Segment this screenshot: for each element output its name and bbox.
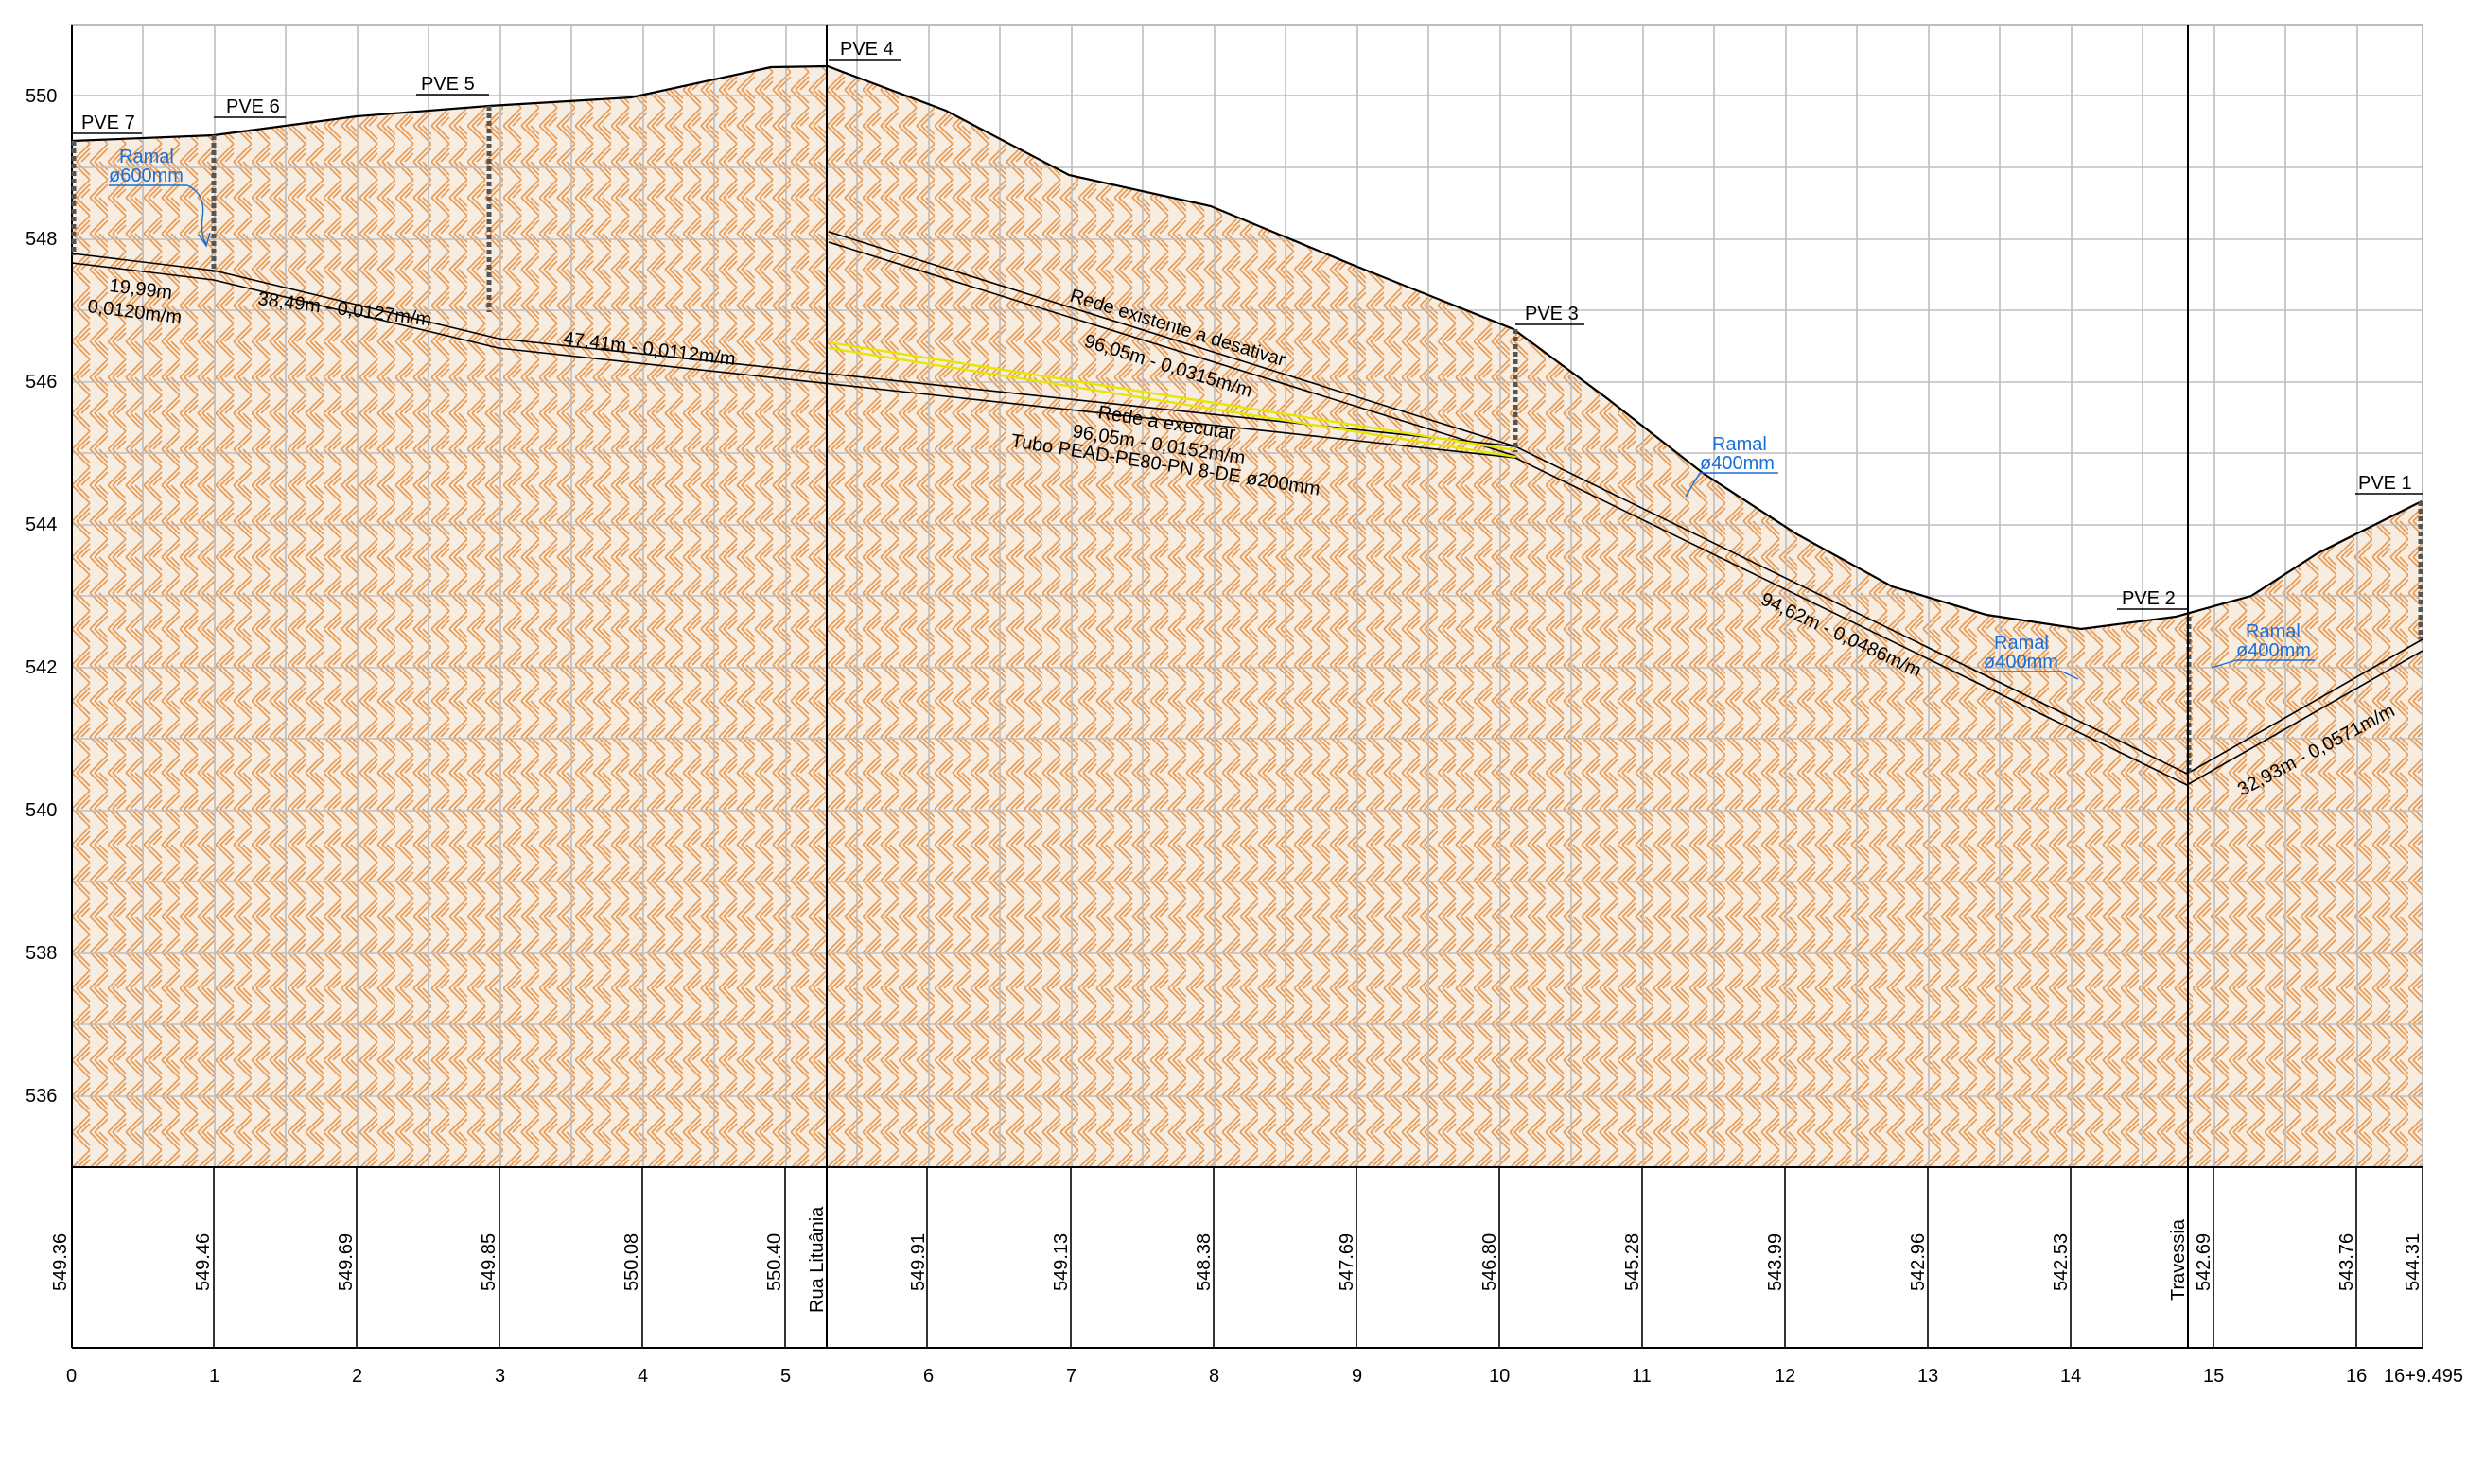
x-tick: 16 bbox=[2346, 1366, 2367, 1387]
y-axis-labels: 550 548 546 544 542 540 538 536 bbox=[26, 86, 57, 1107]
elevation-value: 549.13 bbox=[1051, 1233, 1072, 1291]
elevation-value: 542.69 bbox=[2194, 1233, 2214, 1291]
x-tick: 8 bbox=[1209, 1366, 1219, 1387]
branch4-title: Ramal bbox=[2246, 621, 2301, 642]
x-tick: 4 bbox=[638, 1366, 648, 1387]
x-tick: 12 bbox=[1775, 1366, 1795, 1387]
elevation-value: 549.69 bbox=[336, 1233, 357, 1291]
elevation-value: 549.36 bbox=[50, 1233, 71, 1291]
branch2-title: Ramal bbox=[1712, 434, 1767, 455]
branch1-diameter: ø600mm bbox=[109, 166, 184, 186]
elevation-value: 542.53 bbox=[2051, 1233, 2072, 1291]
branch3-diameter: ø400mm bbox=[1984, 652, 2058, 672]
x-tick: 2 bbox=[352, 1366, 362, 1387]
x-tick: 16+9.495 bbox=[2384, 1366, 2463, 1387]
y-tick: 550 bbox=[26, 86, 57, 107]
pve2-label: PVE 2 bbox=[2122, 588, 2176, 609]
elevation-value: 549.46 bbox=[193, 1233, 214, 1291]
elevation-value: 544.31 bbox=[2403, 1233, 2423, 1291]
x-tick: 5 bbox=[780, 1366, 791, 1387]
x-tick: 7 bbox=[1066, 1366, 1076, 1387]
elevation-value: 545.28 bbox=[1622, 1233, 1643, 1291]
elevation-value: 547.69 bbox=[1337, 1233, 1357, 1291]
elevation-value: 549.85 bbox=[479, 1233, 499, 1291]
y-tick: 544 bbox=[26, 515, 57, 535]
elevation-value: 548.38 bbox=[1194, 1233, 1215, 1291]
y-tick: 542 bbox=[26, 657, 57, 678]
x-tick: 15 bbox=[2203, 1366, 2224, 1387]
y-tick: 538 bbox=[26, 943, 57, 964]
x-tick: 1 bbox=[209, 1366, 219, 1387]
existing-pipe bbox=[828, 231, 1516, 457]
branch2-diameter: ø400mm bbox=[1700, 453, 1775, 474]
x-tick: 3 bbox=[495, 1366, 505, 1387]
elevation-value: 546.80 bbox=[1479, 1233, 1500, 1291]
pve5-label: PVE 5 bbox=[421, 74, 475, 95]
new-pipe bbox=[828, 340, 1516, 459]
elevation-value: 543.99 bbox=[1765, 1233, 1786, 1291]
branch-annotations: Ramal ø600mm Ramal ø400mm Ramal ø400mm R… bbox=[109, 147, 2315, 680]
x-tick: 10 bbox=[1489, 1366, 1510, 1387]
x-tick: 0 bbox=[66, 1366, 77, 1387]
rua-lituania-label: Rua Lituânia bbox=[807, 1206, 828, 1313]
elevation-value: 543.76 bbox=[2336, 1233, 2357, 1291]
elevation-value: 549.91 bbox=[908, 1233, 929, 1291]
elevation-value: 542.96 bbox=[1908, 1233, 1929, 1291]
branch4-diameter: ø400mm bbox=[2236, 640, 2311, 661]
pve3-label: PVE 3 bbox=[1525, 304, 1579, 324]
y-tick: 546 bbox=[26, 372, 57, 393]
y-tick: 536 bbox=[26, 1086, 57, 1107]
x-axis-labels: 0 1 2 3 4 5 6 7 8 9 10 11 12 13 14 15 16… bbox=[66, 1366, 2463, 1387]
x-tick: 6 bbox=[923, 1366, 934, 1387]
travessia-label: Travessia bbox=[2168, 1218, 2189, 1301]
pve4-label: PVE 4 bbox=[840, 39, 894, 60]
branch3-title: Ramal bbox=[1994, 633, 2049, 654]
x-tick: 9 bbox=[1352, 1366, 1362, 1387]
pve1-label: PVE 1 bbox=[2358, 473, 2412, 494]
pve6-label: PVE 6 bbox=[226, 96, 280, 117]
x-tick: 11 bbox=[1632, 1366, 1652, 1387]
grid bbox=[72, 24, 2423, 1168]
elevation-value: 550.40 bbox=[764, 1233, 785, 1291]
soil-mass bbox=[72, 66, 2423, 1167]
elevation-value: 550.08 bbox=[621, 1233, 642, 1291]
y-tick: 540 bbox=[26, 800, 57, 821]
elevation-table: 549.36 549.46 549.69 549.85 550.08 550.4… bbox=[50, 1166, 2423, 1349]
x-tick: 14 bbox=[2060, 1366, 2081, 1387]
y-tick: 548 bbox=[26, 229, 57, 250]
x-tick: 13 bbox=[1917, 1366, 1938, 1387]
manhole-labels: PVE 7 PVE 6 PVE 5 PVE 4 PVE 3 PVE 2 PVE … bbox=[72, 39, 2423, 610]
branch1-title: Ramal bbox=[119, 147, 174, 167]
pve7-label: PVE 7 bbox=[81, 113, 135, 133]
sewer-pipe bbox=[71, 253, 2423, 786]
ground-profile-line bbox=[71, 64, 2423, 631]
